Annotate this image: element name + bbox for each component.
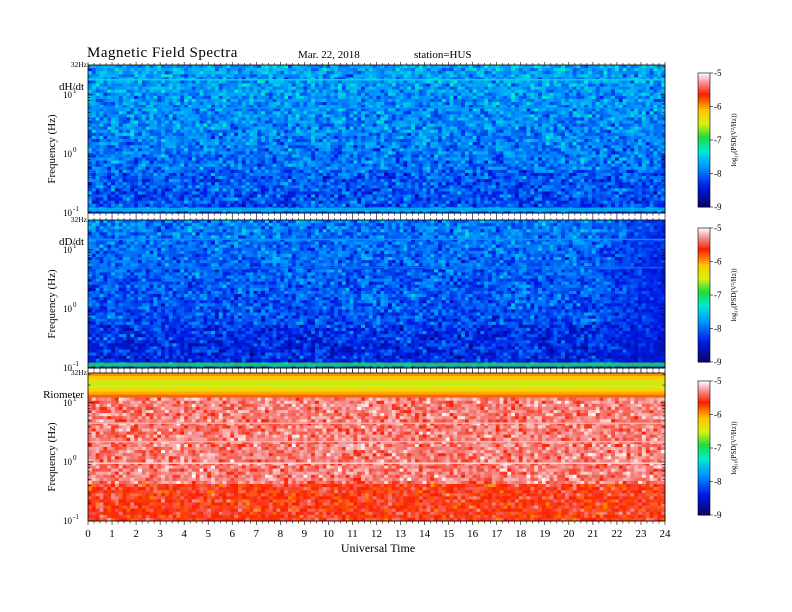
x-axis-label: Universal Time — [341, 541, 415, 555]
y-tick-exponent: 0 — [73, 454, 77, 462]
x-tick-label: 23 — [635, 528, 647, 540]
y-tick-exponent: 0 — [73, 146, 77, 154]
chart-title: Magnetic Field Spectra — [87, 45, 238, 62]
colorbar-tick-label: -7 — [714, 135, 722, 145]
colorbar-tick-label: -8 — [714, 477, 722, 487]
y-axis-label: Frequency (Hz) — [46, 422, 58, 492]
panel-name: dD/dt — [59, 236, 84, 248]
x-tick-label: 6 — [230, 528, 236, 540]
y-tick-label: 10 — [63, 457, 73, 467]
y-tick-label: 10 — [63, 304, 73, 314]
y-tick-exponent: -1 — [73, 513, 79, 521]
y-tick-exponent: -1 — [73, 205, 79, 213]
x-tick-label: 20 — [563, 528, 575, 540]
y-tick-exponent: 1 — [73, 87, 77, 95]
y-top-label: 32Hz — [71, 60, 88, 69]
y-tick-label: 10 — [63, 398, 73, 408]
y-top-label: 32Hz — [71, 368, 88, 377]
x-axis-ticks — [87, 62, 666, 217]
colorbar-tick-label: -8 — [714, 324, 722, 334]
colorbar-tick-label: -6 — [714, 257, 722, 267]
x-tick-label: 12 — [371, 528, 382, 540]
x-tick-label: 10 — [323, 528, 335, 540]
colorbar-tick-label: -5 — [714, 68, 722, 78]
colorbar-tick-label: -8 — [714, 169, 722, 179]
station-label: station=HUS — [414, 49, 472, 61]
y-tick-label: 10 — [63, 149, 73, 159]
colorbar-tick-label: -6 — [714, 410, 722, 420]
colorbar-tick-label: -6 — [714, 102, 722, 112]
x-axis-ticks: 0 1 2 3 4 5 6 7 8 9 10 11 12 13 14 15 16 17 18 19 20 21 22 23 24 — [85, 370, 671, 540]
x-tick-label: 18 — [515, 528, 527, 540]
y-tick-label: 10 — [63, 516, 73, 526]
y-tick-exponent: 1 — [73, 242, 77, 250]
colorbar: -5 -6 -7 -8 -9 log₁₀(PSD(V²/Hz)) — [697, 223, 738, 367]
x-tick-label: 1 — [109, 528, 115, 540]
x-tick-label: 15 — [443, 528, 455, 540]
colorbar-tick-label: -9 — [714, 357, 722, 367]
y-tick-label: 10 — [63, 245, 73, 255]
x-axis-ticks — [87, 217, 666, 372]
low-frequency-band — [88, 362, 665, 367]
y-tick-exponent: -1 — [73, 360, 79, 368]
x-tick-label: 5 — [205, 528, 211, 540]
y-tick-label: 10 — [63, 90, 73, 100]
x-tick-label: 22 — [611, 528, 622, 540]
colorbar-tick-label: -5 — [714, 223, 722, 233]
x-tick-label: 2 — [133, 528, 139, 540]
panel-name: Riometer — [43, 389, 84, 401]
x-tick-label: 24 — [660, 528, 672, 540]
y-axis-label: Frequency (Hz) — [46, 269, 58, 339]
colorbar-tick-label: -9 — [714, 202, 722, 212]
x-tick-label: 11 — [347, 528, 358, 540]
panel-name: dH/dt — [59, 81, 84, 93]
colorbar-label: log₁₀(PSD(V²/Hz)) — [730, 268, 738, 322]
x-tick-label: 4 — [181, 528, 187, 540]
x-tick-label: 17 — [491, 528, 503, 540]
heatmap-cells — [88, 220, 666, 369]
y-tick-label: 10 — [63, 363, 73, 373]
x-tick-label: 7 — [254, 528, 260, 540]
x-tick-label: 8 — [278, 528, 284, 540]
x-tick-label: 14 — [419, 528, 431, 540]
chart-date: Mar. 22, 2018 — [298, 49, 360, 61]
x-tick-label: 0 — [85, 528, 91, 540]
heatmap-cells — [88, 373, 666, 522]
colorbar-tick-label: -9 — [714, 510, 722, 520]
x-tick-label: 13 — [395, 528, 407, 540]
y-top-label: 32Hz — [71, 215, 88, 224]
y-axis-label: Frequency (Hz) — [46, 114, 58, 184]
colorbar-tick-label: -5 — [714, 376, 722, 386]
x-tick-label: 3 — [157, 528, 163, 540]
low-frequency-band — [88, 207, 665, 212]
heatmap-cells — [88, 65, 666, 214]
colorbar-tick-label: -7 — [714, 443, 722, 453]
y-tick-exponent: 1 — [73, 395, 77, 403]
y-tick-exponent: 0 — [73, 301, 77, 309]
x-axis: 0 1 2 3 4 5 6 7 8 9 10 11 12 13 14 15 16 17 18 19 20 21 22 23 24 — [85, 370, 671, 540]
x-tick-label: 9 — [302, 528, 308, 540]
x-tick-label: 21 — [587, 528, 598, 540]
colorbar-tick-label: -7 — [714, 290, 722, 300]
colorbar-label: log₁₀(PSD(V²/Hz)) — [730, 421, 738, 475]
colorbar: -5 -6 -7 -8 -9 log₁₀(PSD(V²/Hz)) — [697, 376, 738, 520]
x-tick-label: 16 — [467, 528, 479, 540]
colorbar: -5 -6 -7 -8 -9 log₁₀(PSD(V²/Hz)) — [697, 68, 738, 212]
y-tick-label: 10 — [63, 208, 73, 218]
x-tick-label: 19 — [539, 528, 551, 540]
colorbar-label: log₁₀(PSD(V²/Hz)) — [730, 113, 738, 167]
